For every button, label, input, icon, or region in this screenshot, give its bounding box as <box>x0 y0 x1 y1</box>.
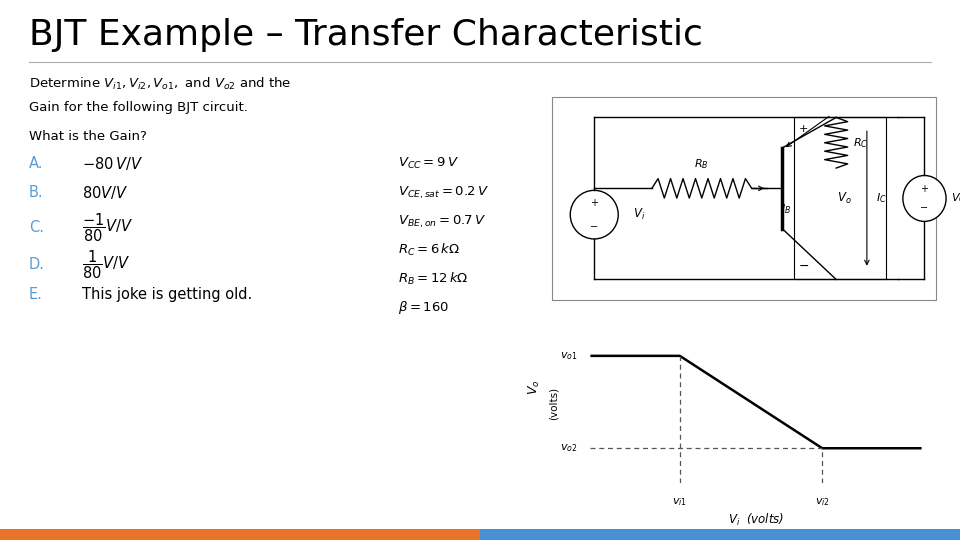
Text: Gain for the following BJT circuit.: Gain for the following BJT circuit. <box>29 102 248 114</box>
Text: $v_{i2}$: $v_{i2}$ <box>815 496 829 508</box>
Text: $80V/V$: $80V/V$ <box>82 184 128 201</box>
Text: D.: D. <box>29 257 45 272</box>
Bar <box>480 529 960 540</box>
Ellipse shape <box>902 176 947 221</box>
Text: $v_{i1}$: $v_{i1}$ <box>672 496 687 508</box>
Text: $R_B$: $R_B$ <box>694 157 709 171</box>
Text: C.: C. <box>29 220 44 235</box>
Text: $V_{CE,sat} = 0.2\,V$: $V_{CE,sat} = 0.2\,V$ <box>398 185 490 201</box>
Text: Determine $V_{i1}, V_{i2}, V_{o1},$ and $V_{o2}$ and the: Determine $V_{i1}, V_{i2}, V_{o1},$ and … <box>29 76 291 92</box>
Text: +: + <box>921 184 928 194</box>
Text: $\dfrac{1}{80}V/V$: $\dfrac{1}{80}V/V$ <box>82 248 130 281</box>
Text: B.: B. <box>29 185 43 200</box>
Bar <box>794 118 886 280</box>
Text: −: − <box>921 203 928 213</box>
Text: $V_i$: $V_i$ <box>633 207 645 222</box>
Text: $R_C$: $R_C$ <box>853 136 869 150</box>
Text: $-80\,V/V$: $-80\,V/V$ <box>82 154 143 172</box>
Text: A.: A. <box>29 156 43 171</box>
Bar <box>0 529 480 540</box>
Ellipse shape <box>570 190 618 239</box>
Text: $I_C$: $I_C$ <box>876 192 887 205</box>
Text: $R_B = 12\,k\Omega$: $R_B = 12\,k\Omega$ <box>398 271 468 287</box>
Text: +: + <box>799 124 808 134</box>
Text: $\beta = 160$: $\beta = 160$ <box>398 299 449 316</box>
Text: $\dfrac{-1}{80}V/V$: $\dfrac{-1}{80}V/V$ <box>82 212 132 244</box>
Bar <box>552 97 936 300</box>
Text: What is the Gain?: What is the Gain? <box>29 130 147 143</box>
Text: $v_{o2}$: $v_{o2}$ <box>560 442 577 454</box>
Text: (volts): (volts) <box>549 387 559 420</box>
Text: $V_{CC} = 9\,V$: $V_{CC} = 9\,V$ <box>398 156 460 171</box>
Text: −: − <box>590 221 598 232</box>
Text: $V_{CC}$: $V_{CC}$ <box>951 192 960 205</box>
Text: $V_{BE,on} = 0.7\,V$: $V_{BE,on} = 0.7\,V$ <box>398 213 487 230</box>
Text: BJT Example – Transfer Characteristic: BJT Example – Transfer Characteristic <box>29 18 703 52</box>
Text: $V_i$  (volts): $V_i$ (volts) <box>728 512 784 528</box>
Text: $R_C = 6\,k\Omega$: $R_C = 6\,k\Omega$ <box>398 242 461 258</box>
Text: $V_o$: $V_o$ <box>526 380 541 395</box>
Text: E.: E. <box>29 287 42 302</box>
Text: −: − <box>799 260 809 273</box>
Text: $v_{o1}$: $v_{o1}$ <box>560 350 577 362</box>
Text: $V_o$: $V_o$ <box>837 191 852 206</box>
Text: +: + <box>590 198 598 208</box>
Text: $I_B$: $I_B$ <box>781 202 792 215</box>
Text: This joke is getting old.: This joke is getting old. <box>82 287 252 302</box>
